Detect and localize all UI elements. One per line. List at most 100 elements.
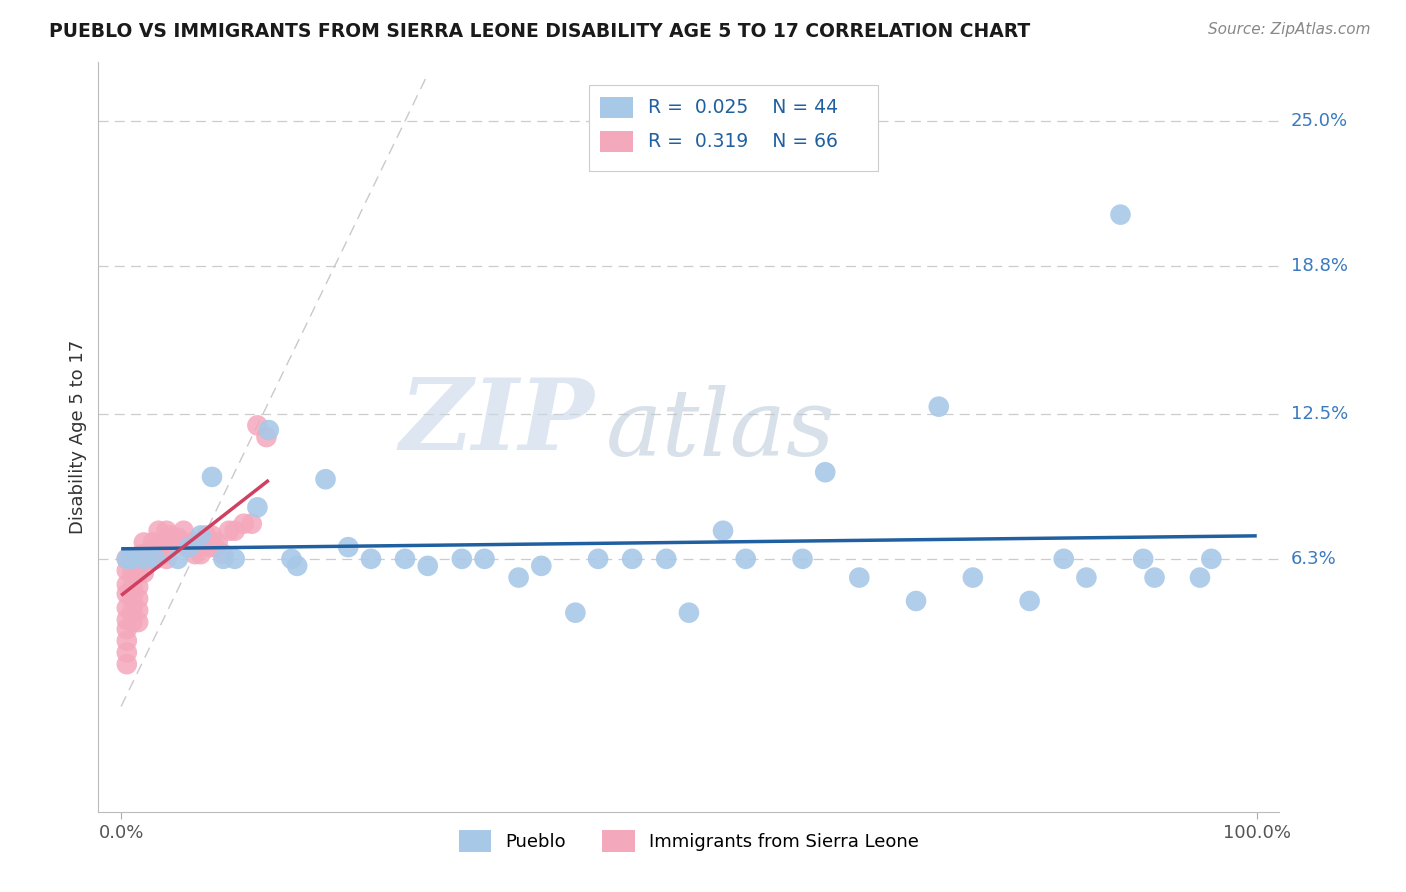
Point [905, 594, 928, 608]
Point [285, 558, 308, 573]
Point [1109, 208, 1132, 222]
Point [169, 535, 191, 549]
Point [143, 551, 166, 566]
Point [167, 551, 190, 566]
Point [132, 551, 155, 566]
Text: 25.0%: 25.0% [1291, 112, 1348, 130]
Point [1143, 571, 1166, 585]
Point [155, 551, 177, 566]
Point [564, 606, 586, 620]
Point [187, 540, 209, 554]
FancyBboxPatch shape [600, 97, 634, 118]
Point [132, 566, 155, 580]
Point [121, 551, 143, 566]
Point [176, 540, 198, 554]
Text: 12.5%: 12.5% [1291, 405, 1348, 423]
Point [115, 633, 138, 648]
Point [792, 551, 814, 566]
Point [848, 571, 870, 585]
Point [394, 551, 416, 566]
Text: 18.8%: 18.8% [1291, 257, 1347, 275]
Text: R =  0.025    N = 44: R = 0.025 N = 44 [648, 98, 838, 117]
Point [1018, 594, 1040, 608]
Point [153, 547, 176, 561]
Point [257, 423, 280, 437]
Point [224, 551, 246, 566]
Point [530, 558, 553, 573]
Point [121, 603, 143, 617]
Point [315, 472, 337, 486]
Point [127, 580, 149, 594]
Point [132, 551, 155, 566]
Point [360, 551, 382, 566]
Point [678, 606, 700, 620]
Point [121, 551, 143, 566]
Point [121, 566, 143, 580]
Point [135, 551, 157, 566]
Point [240, 516, 263, 531]
Point [138, 551, 160, 566]
Point [190, 528, 212, 542]
Point [814, 465, 837, 479]
Point [115, 551, 138, 566]
Point [655, 551, 678, 566]
Text: atlas: atlas [606, 384, 835, 475]
Point [127, 566, 149, 580]
Text: 6.3%: 6.3% [1291, 549, 1336, 568]
Point [256, 430, 278, 444]
Legend: Pueblo, Immigrants from Sierra Leone: Pueblo, Immigrants from Sierra Leone [451, 822, 927, 859]
Point [212, 547, 235, 561]
FancyBboxPatch shape [589, 85, 877, 171]
Point [508, 571, 530, 585]
Point [1188, 571, 1211, 585]
Point [450, 551, 472, 566]
Point [143, 540, 166, 554]
Point [143, 551, 166, 566]
FancyBboxPatch shape [600, 130, 634, 152]
Text: ZIP: ZIP [399, 374, 595, 470]
Point [167, 531, 190, 545]
Point [121, 580, 143, 594]
Point [416, 558, 439, 573]
Point [586, 551, 609, 566]
Point [115, 564, 138, 578]
Point [149, 540, 172, 554]
Point [142, 547, 165, 561]
Point [201, 528, 224, 542]
Point [115, 646, 138, 660]
Point [928, 400, 950, 414]
Point [162, 535, 183, 549]
Point [121, 591, 143, 606]
Point [155, 524, 177, 538]
Point [190, 547, 212, 561]
Point [179, 540, 201, 554]
Point [1132, 551, 1154, 566]
Point [132, 551, 155, 566]
Point [173, 524, 195, 538]
Point [232, 516, 254, 531]
Point [127, 603, 149, 617]
Point [1201, 551, 1223, 566]
Point [1076, 571, 1098, 585]
Point [127, 551, 149, 566]
Point [207, 535, 229, 549]
Point [142, 535, 165, 549]
Point [201, 470, 224, 484]
Point [115, 551, 138, 566]
Point [132, 535, 155, 549]
Point [218, 524, 240, 538]
Point [115, 657, 138, 672]
Point [204, 540, 226, 554]
Point [474, 551, 496, 566]
Point [127, 615, 149, 629]
Text: R =  0.319    N = 66: R = 0.319 N = 66 [648, 132, 838, 151]
Point [115, 622, 138, 636]
Point [212, 551, 235, 566]
Point [280, 551, 302, 566]
Point [120, 551, 142, 566]
Text: PUEBLO VS IMMIGRANTS FROM SIERRA LEONE DISABILITY AGE 5 TO 17 CORRELATION CHART: PUEBLO VS IMMIGRANTS FROM SIERRA LEONE D… [49, 22, 1031, 41]
Point [127, 591, 149, 606]
Point [734, 551, 756, 566]
Point [115, 601, 138, 615]
Point [1053, 551, 1076, 566]
